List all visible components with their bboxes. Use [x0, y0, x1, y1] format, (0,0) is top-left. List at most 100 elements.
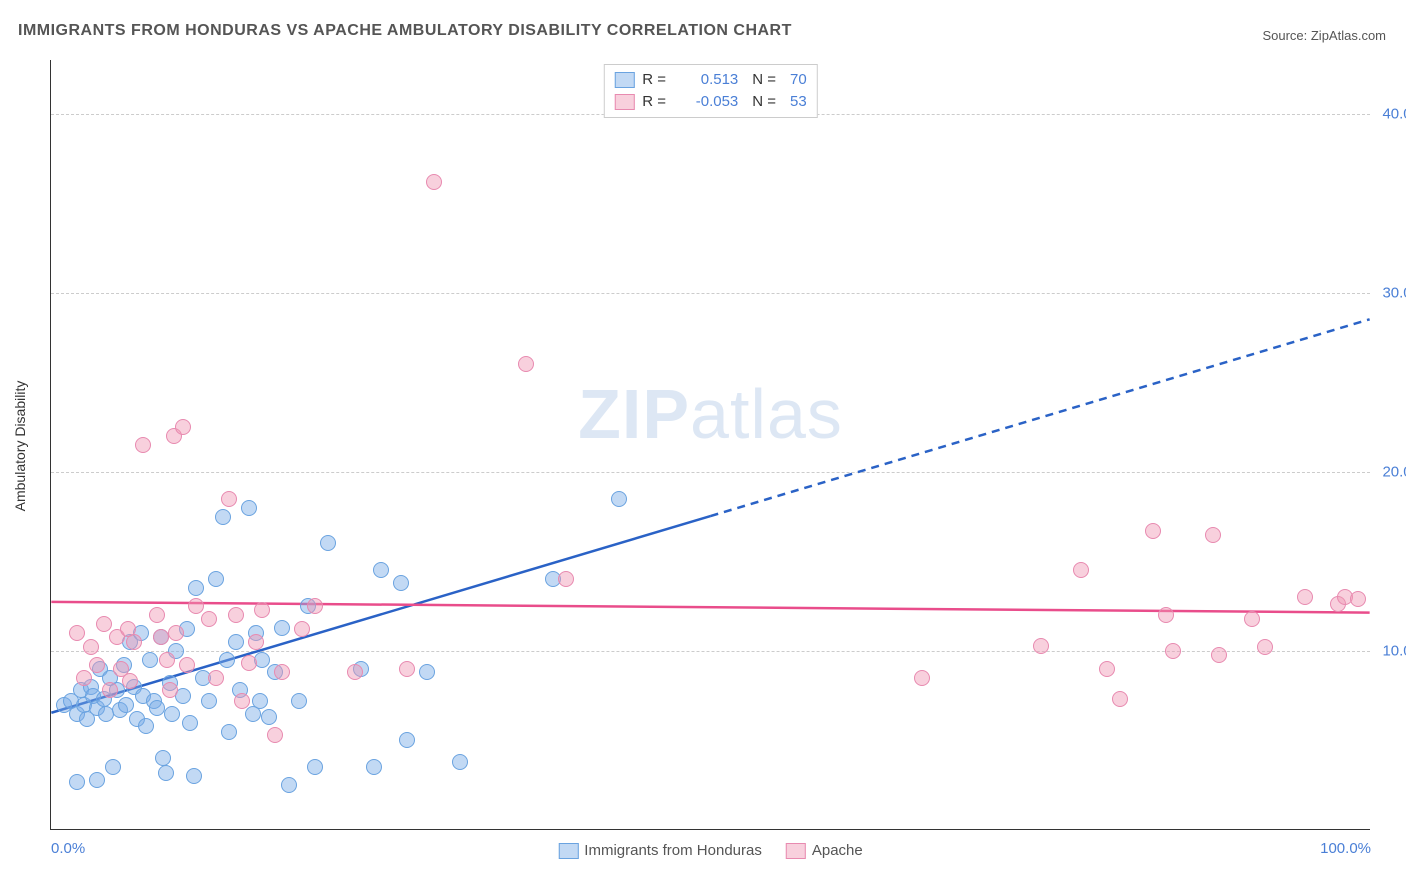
- scatter-point: [294, 621, 310, 637]
- scatter-point: [1257, 639, 1273, 655]
- y-tick-label: 20.0%: [1382, 463, 1406, 480]
- scatter-point: [1205, 527, 1221, 543]
- scatter-point: [138, 718, 154, 734]
- scatter-point: [201, 611, 217, 627]
- scatter-point: [201, 693, 217, 709]
- scatter-point: [419, 664, 435, 680]
- scatter-point: [1297, 589, 1313, 605]
- scatter-point: [1211, 647, 1227, 663]
- swatch-honduras: [614, 72, 634, 88]
- scatter-point: [320, 535, 336, 551]
- r-label-2: R =: [642, 91, 670, 113]
- scatter-point: [118, 697, 134, 713]
- y-axis-label: Ambulatory Disability: [12, 381, 28, 512]
- scatter-point: [76, 670, 92, 686]
- r-value-1: 0.513: [678, 69, 738, 91]
- scatter-point: [159, 652, 175, 668]
- legend-top: R = 0.513 N = 70 R = -0.053 N = 53: [603, 64, 817, 118]
- scatter-point: [1073, 562, 1089, 578]
- y-tick-label: 40.0%: [1382, 105, 1406, 122]
- scatter-point: [291, 693, 307, 709]
- scatter-point: [261, 709, 277, 725]
- scatter-point: [168, 625, 184, 641]
- scatter-point: [234, 693, 250, 709]
- page-title: IMMIGRANTS FROM HONDURAS VS APACHE AMBUL…: [18, 22, 792, 40]
- scatter-point: [188, 580, 204, 596]
- legend-item-apache: Apache: [786, 842, 863, 859]
- legend-bottom: Immigrants from Honduras Apache: [558, 842, 862, 859]
- legend-item-honduras: Immigrants from Honduras: [558, 842, 762, 859]
- scatter-point: [96, 616, 112, 632]
- scatter-point: [219, 652, 235, 668]
- scatter-point: [518, 356, 534, 372]
- scatter-point: [158, 765, 174, 781]
- scatter-point: [105, 759, 121, 775]
- scatter-point: [89, 772, 105, 788]
- swatch-apache-bottom: [786, 843, 806, 859]
- legend-row-2: R = -0.053 N = 53: [614, 91, 806, 113]
- scatter-point: [399, 661, 415, 677]
- scatter-point: [126, 634, 142, 650]
- scatter-point: [1033, 638, 1049, 654]
- scatter-point: [307, 759, 323, 775]
- scatter-point: [281, 777, 297, 793]
- scatter-point: [241, 655, 257, 671]
- scatter-point: [228, 634, 244, 650]
- source-label: Source: ZipAtlas.com: [1262, 28, 1386, 43]
- n-value-1: 70: [790, 69, 807, 91]
- plot-area: ZIPatlas R = 0.513 N = 70 R = -0.053 N =…: [50, 60, 1370, 830]
- scatter-point: [102, 682, 118, 698]
- scatter-point: [89, 657, 105, 673]
- scatter-point: [142, 652, 158, 668]
- r-value-2: -0.053: [678, 91, 738, 113]
- y-tick-label: 30.0%: [1382, 284, 1406, 301]
- scatter-point: [373, 562, 389, 578]
- scatter-point: [182, 715, 198, 731]
- n-value-2: 53: [790, 91, 807, 113]
- scatter-point: [162, 682, 178, 698]
- scatter-point: [164, 706, 180, 722]
- trend-line-dashed: [711, 319, 1370, 516]
- scatter-point: [228, 607, 244, 623]
- scatter-point: [267, 727, 283, 743]
- scatter-point: [208, 670, 224, 686]
- scatter-point: [215, 509, 231, 525]
- scatter-point: [208, 571, 224, 587]
- scatter-point: [274, 664, 290, 680]
- scatter-point: [83, 639, 99, 655]
- swatch-apache: [614, 94, 634, 110]
- r-label-1: R =: [642, 69, 670, 91]
- scatter-point: [179, 657, 195, 673]
- scatter-point: [69, 625, 85, 641]
- scatter-point: [221, 724, 237, 740]
- scatter-point: [1145, 523, 1161, 539]
- scatter-point: [252, 693, 268, 709]
- y-tick-label: 10.0%: [1382, 642, 1406, 659]
- scatter-point: [254, 602, 270, 618]
- scatter-point: [558, 571, 574, 587]
- scatter-point: [135, 437, 151, 453]
- scatter-point: [426, 174, 442, 190]
- n-label-1: N =: [752, 69, 776, 91]
- x-tick-label: 100.0%: [1320, 840, 1371, 857]
- scatter-point: [452, 754, 468, 770]
- scatter-point: [149, 700, 165, 716]
- x-tick-label: 0.0%: [51, 840, 85, 857]
- scatter-point: [914, 670, 930, 686]
- legend-row-1: R = 0.513 N = 70: [614, 69, 806, 91]
- scatter-point: [188, 598, 204, 614]
- scatter-point: [1350, 591, 1366, 607]
- scatter-point: [399, 732, 415, 748]
- scatter-point: [122, 673, 138, 689]
- n-label-2: N =: [752, 91, 776, 113]
- scatter-point: [611, 491, 627, 507]
- legend-label-honduras: Immigrants from Honduras: [584, 842, 762, 859]
- legend-label-apache: Apache: [812, 842, 863, 859]
- swatch-honduras-bottom: [558, 843, 578, 859]
- scatter-point: [1158, 607, 1174, 623]
- scatter-point: [1099, 661, 1115, 677]
- scatter-point: [149, 607, 165, 623]
- scatter-point: [248, 634, 264, 650]
- scatter-point: [241, 500, 257, 516]
- scatter-point: [69, 774, 85, 790]
